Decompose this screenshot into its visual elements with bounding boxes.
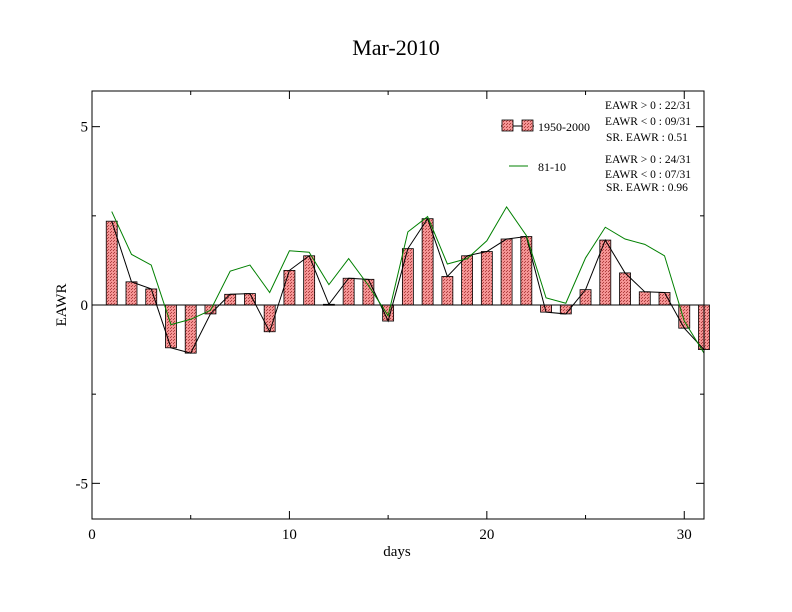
legend-label-1950-2000: 1950-2000 bbox=[538, 120, 590, 134]
legend-label-81-10: 81-10 bbox=[538, 160, 566, 174]
y-tick-label--5: -5 bbox=[76, 476, 89, 492]
bar-day-27 bbox=[619, 272, 631, 306]
bar-day-17 bbox=[421, 218, 434, 306]
y-axis-label: EAWR bbox=[54, 284, 70, 327]
legend-swatch-bar-1950-2000 bbox=[501, 119, 514, 132]
x-tick-label-0: 0 bbox=[88, 527, 96, 543]
bar-day-18 bbox=[441, 276, 454, 306]
x-tick-label-10: 10 bbox=[282, 527, 297, 543]
bar-day-25 bbox=[579, 289, 592, 306]
bar-day-21 bbox=[500, 238, 513, 306]
bar-day-11 bbox=[303, 255, 316, 306]
y-tick-label-0: 0 bbox=[81, 298, 89, 314]
bar-day-8 bbox=[244, 293, 256, 306]
bar-day-10 bbox=[283, 270, 296, 306]
x-tick-label-30: 30 bbox=[677, 527, 692, 543]
bar-day-19 bbox=[461, 255, 473, 306]
stats-81-10-sr: SR. EAWR : 0.96 bbox=[606, 182, 688, 194]
bar-day-7 bbox=[224, 293, 237, 306]
x-tick-label-20: 20 bbox=[479, 527, 494, 543]
y-tick-label-5: 5 bbox=[81, 120, 89, 136]
bar-day-13 bbox=[342, 277, 355, 306]
bar-series bbox=[105, 218, 710, 354]
x-axis-label: days bbox=[383, 544, 411, 560]
stats-1950-2000-positive: EAWR > 0 : 22/31 bbox=[605, 100, 691, 112]
bar-day-2 bbox=[125, 281, 138, 306]
axis-ticks: 0 10 20 30 -5 0 5 bbox=[76, 91, 704, 543]
stats-1950-2000-sr: SR. EAWR : 0.51 bbox=[606, 132, 688, 144]
stats-1950-2000-negative: EAWR < 0 : 09/31 bbox=[605, 116, 691, 128]
line-series bbox=[111, 205, 705, 354]
stats-81-10-positive: EAWR > 0 : 24/31 bbox=[605, 154, 691, 166]
legend-swatch-bar-1950-2000-b bbox=[521, 119, 534, 132]
series-line-81-10 bbox=[111, 205, 705, 354]
series-line-1950-2000 bbox=[111, 217, 705, 354]
bar-day-3 bbox=[145, 288, 158, 306]
bar-day-20 bbox=[480, 251, 493, 306]
plot-area: 0 10 20 30 -5 0 5 bbox=[76, 90, 710, 543]
stats-81-10-negative: EAWR < 0 : 07/31 bbox=[605, 169, 691, 181]
chart-title: Mar-2010 bbox=[352, 35, 440, 60]
legend: 1950-2000 81-10 EAWR > 0 : 22/31 EAWR < … bbox=[501, 100, 691, 194]
bar-day-16 bbox=[401, 248, 414, 306]
bar-day-28 bbox=[638, 291, 651, 306]
